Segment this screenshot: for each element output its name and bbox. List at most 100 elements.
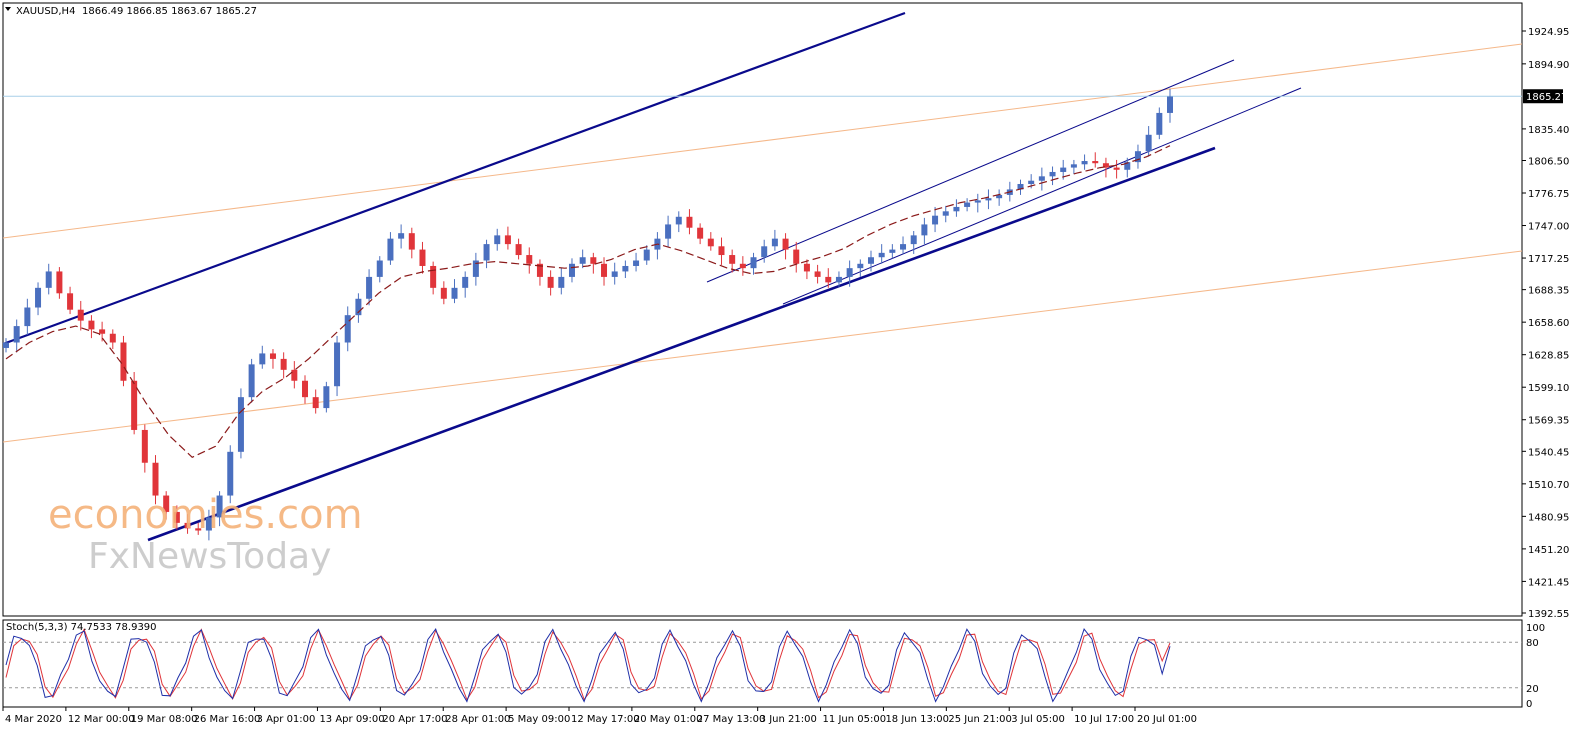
candle-body[interactable]	[99, 329, 106, 334]
candle-body[interactable]	[24, 307, 31, 327]
candle-body[interactable]	[953, 206, 960, 212]
candle-body[interactable]	[867, 257, 874, 264]
candle-body[interactable]	[1038, 176, 1045, 181]
candle-body[interactable]	[793, 249, 800, 264]
candle-body[interactable]	[675, 216, 682, 225]
candle-body[interactable]	[932, 215, 939, 225]
candle-body[interactable]	[1156, 112, 1163, 135]
candle-body[interactable]	[152, 462, 159, 496]
candle-body[interactable]	[1167, 96, 1173, 113]
candle-body[interactable]	[558, 276, 565, 288]
candle-body[interactable]	[387, 238, 394, 261]
candle-body[interactable]	[35, 287, 42, 308]
candle-body[interactable]	[974, 200, 981, 203]
channel-line[interactable]	[2, 11, 906, 346]
candle-body[interactable]	[408, 233, 415, 250]
candle-body[interactable]	[56, 271, 63, 294]
candle-body[interactable]	[1081, 161, 1088, 165]
candle-body[interactable]	[686, 216, 693, 228]
candle-body[interactable]	[269, 353, 276, 359]
candle-body[interactable]	[601, 263, 608, 277]
candle-body[interactable]	[88, 320, 95, 330]
candle-body[interactable]	[697, 227, 704, 239]
candle-body[interactable]	[120, 342, 127, 381]
candle-body[interactable]	[739, 263, 746, 269]
channel-line[interactable]	[706, 59, 1235, 283]
candle-body[interactable]	[1049, 171, 1056, 177]
candle-body[interactable]	[141, 429, 148, 463]
candle-body[interactable]	[291, 369, 298, 381]
candle-body[interactable]	[665, 224, 672, 239]
candle-body[interactable]	[536, 263, 543, 277]
candle-body[interactable]	[985, 198, 992, 201]
candle-body[interactable]	[857, 263, 864, 269]
candle-body[interactable]	[302, 380, 309, 398]
candle-body[interactable]	[622, 265, 629, 272]
candle-body[interactable]	[889, 249, 896, 253]
candle-body[interactable]	[643, 249, 650, 261]
candle-body[interactable]	[707, 238, 714, 247]
candle-body[interactable]	[996, 194, 1003, 199]
candle-body[interactable]	[761, 246, 768, 258]
candle-body[interactable]	[184, 522, 191, 529]
candle-body[interactable]	[803, 263, 810, 272]
candle-body[interactable]	[515, 244, 522, 256]
candle-body[interactable]	[398, 233, 405, 239]
candle-body[interactable]	[366, 276, 373, 299]
candle-body[interactable]	[494, 235, 501, 245]
candle-body[interactable]	[504, 235, 511, 245]
candle-body[interactable]	[195, 528, 202, 531]
candle-body[interactable]	[1060, 167, 1067, 172]
candle-body[interactable]	[633, 260, 640, 266]
candle-body[interactable]	[376, 260, 383, 277]
candle-body[interactable]	[462, 276, 469, 288]
candle-body[interactable]	[419, 249, 426, 266]
candle-body[interactable]	[334, 342, 341, 387]
candle-body[interactable]	[1017, 183, 1024, 190]
candle-body[interactable]	[942, 211, 949, 216]
candle-body[interactable]	[248, 364, 255, 398]
candle-body[interactable]	[237, 397, 244, 452]
candle-body[interactable]	[729, 255, 736, 264]
candle-body[interactable]	[878, 252, 885, 258]
candle-body[interactable]	[131, 380, 138, 430]
candle-body[interactable]	[227, 451, 234, 496]
candle-body[interactable]	[13, 326, 20, 343]
candle-body[interactable]	[1113, 167, 1120, 170]
candle-body[interactable]	[1092, 161, 1099, 164]
candle-body[interactable]	[835, 276, 842, 283]
candle-body[interactable]	[782, 238, 789, 250]
channel-line[interactable]	[147, 146, 1216, 542]
candle-body[interactable]	[440, 287, 447, 299]
candle-body[interactable]	[472, 260, 479, 277]
candle-body[interactable]	[814, 271, 821, 277]
candle-body[interactable]	[1102, 163, 1109, 168]
candle-body[interactable]	[45, 271, 52, 288]
candle-body[interactable]	[1070, 164, 1077, 168]
channel-line[interactable]	[782, 87, 1302, 305]
candle-body[interactable]	[568, 263, 575, 277]
candle-body[interactable]	[1124, 162, 1131, 170]
candle-body[interactable]	[771, 238, 778, 247]
candle-body[interactable]	[259, 353, 266, 365]
candle-body[interactable]	[590, 257, 597, 264]
candle-body[interactable]	[846, 268, 853, 277]
candle-body[interactable]	[173, 511, 180, 523]
candle-body[interactable]	[750, 257, 757, 269]
candle-body[interactable]	[579, 257, 586, 264]
candle-body[interactable]	[1145, 134, 1152, 152]
candle-body[interactable]	[1134, 151, 1141, 163]
candle-body[interactable]	[547, 276, 554, 288]
candle-body[interactable]	[312, 397, 319, 409]
collapse-triangle-icon[interactable]	[5, 7, 11, 11]
candle-body[interactable]	[109, 333, 116, 343]
candle-body[interactable]	[216, 495, 223, 518]
candle-body[interactable]	[205, 517, 212, 531]
candle-body[interactable]	[451, 287, 458, 299]
candle-body[interactable]	[825, 276, 832, 283]
candle-body[interactable]	[483, 244, 490, 261]
candle-body[interactable]	[355, 298, 362, 316]
candle-body[interactable]	[163, 495, 170, 512]
candle-body[interactable]	[921, 224, 928, 236]
